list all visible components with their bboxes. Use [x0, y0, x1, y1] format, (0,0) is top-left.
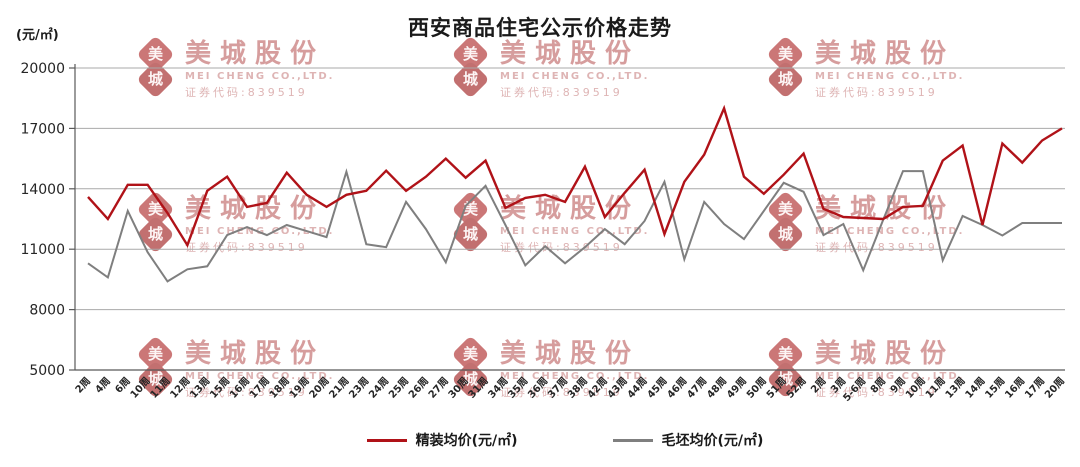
x-tick-label: 25周	[386, 375, 411, 401]
y-tick-label: 11000	[20, 242, 65, 258]
x-tick-label: 20周	[307, 375, 332, 401]
x-tick-label: 8周	[868, 375, 888, 396]
x-tick-label: 38周	[565, 375, 590, 401]
x-tick-label: 44周	[625, 375, 650, 401]
x-tick-label: 46周	[665, 375, 690, 401]
x-tick-label: 12周	[168, 375, 193, 401]
x-tick-label: 49周	[724, 375, 749, 401]
x-tick-label: 31周	[466, 375, 491, 401]
x-tick-label: 2周	[73, 375, 93, 396]
x-tick-label: 17周	[247, 375, 272, 401]
legend-label: 精装均价(元/㎡)	[415, 433, 518, 449]
y-tick-label: 17000	[20, 121, 65, 137]
x-tick-label: 27周	[426, 375, 451, 401]
y-tick-label: 5000	[29, 363, 65, 379]
x-tick-label: 48周	[704, 375, 729, 401]
x-tick-label: 20周	[1042, 375, 1067, 401]
x-tick-label: 50周	[744, 375, 769, 401]
x-tick-label: 16周	[227, 375, 252, 401]
legend-label: 毛坯均价(元/㎡)	[661, 433, 764, 449]
x-tick-label: 11周	[923, 375, 948, 401]
chart-legend: 精装均价(元/㎡) 毛坯均价(元/㎡)	[25, 430, 1080, 450]
x-tick-label: 36周	[525, 375, 550, 401]
x-tick-label: 13周	[188, 375, 213, 401]
x-tick-label: 24周	[366, 375, 391, 401]
refined-price-line	[87, 104, 1063, 248]
x-tick-label: 23周	[347, 375, 372, 401]
y-axis-unit-label: (元/㎡)	[16, 28, 59, 43]
x-tick-label: 43周	[605, 375, 630, 401]
x-tick-label: 47周	[685, 375, 710, 401]
x-tick-label: 21周	[327, 375, 352, 401]
y-tick-label: 14000	[20, 182, 65, 198]
x-tick-label: 51周	[764, 375, 789, 401]
x-tick-label: 34周	[486, 375, 511, 401]
x-tick-label: 42周	[585, 375, 610, 401]
x-tick-label: 19周	[287, 375, 312, 401]
x-tick-label: 35周	[506, 375, 531, 401]
legend-item-roughcast-price: 毛坯均价(元/㎡)	[612, 430, 764, 450]
x-tick-label: 14周	[963, 375, 988, 401]
refined-price-line-swatch	[366, 438, 407, 442]
roughcast-price-line	[87, 168, 1062, 283]
legend-item-refined-price: 精装均价(元/㎡)	[366, 430, 518, 450]
x-tick-label: 18周	[267, 375, 292, 401]
x-tick-label: 4周	[93, 375, 113, 396]
x-tick-label: 16周	[1003, 375, 1028, 401]
x-tick-label: 37周	[545, 375, 570, 401]
x-tick-label: 26周	[406, 375, 431, 401]
x-tick-label: 10周	[128, 375, 153, 401]
x-tick-label: 52周	[784, 375, 809, 401]
y-tick-label: 8000	[29, 303, 65, 319]
y-tick-label: 20000	[20, 61, 65, 77]
roughcast-price-line-swatch	[612, 438, 653, 442]
x-tick-label: 5-6周	[841, 375, 869, 404]
x-tick-label: 2周	[808, 375, 828, 396]
x-tick-label: 45周	[645, 375, 670, 401]
x-tick-label: 15周	[983, 375, 1008, 401]
x-tick-label: 11周	[148, 375, 173, 401]
x-tick-label: 30周	[446, 375, 471, 401]
x-tick-label: 13周	[943, 375, 968, 401]
x-tick-label: 10周	[903, 375, 928, 401]
chart-title: 西安商品住宅公示价格走势	[408, 16, 672, 40]
x-tick-label: 15周	[207, 375, 232, 401]
x-tick-label: 17周	[1022, 375, 1047, 401]
